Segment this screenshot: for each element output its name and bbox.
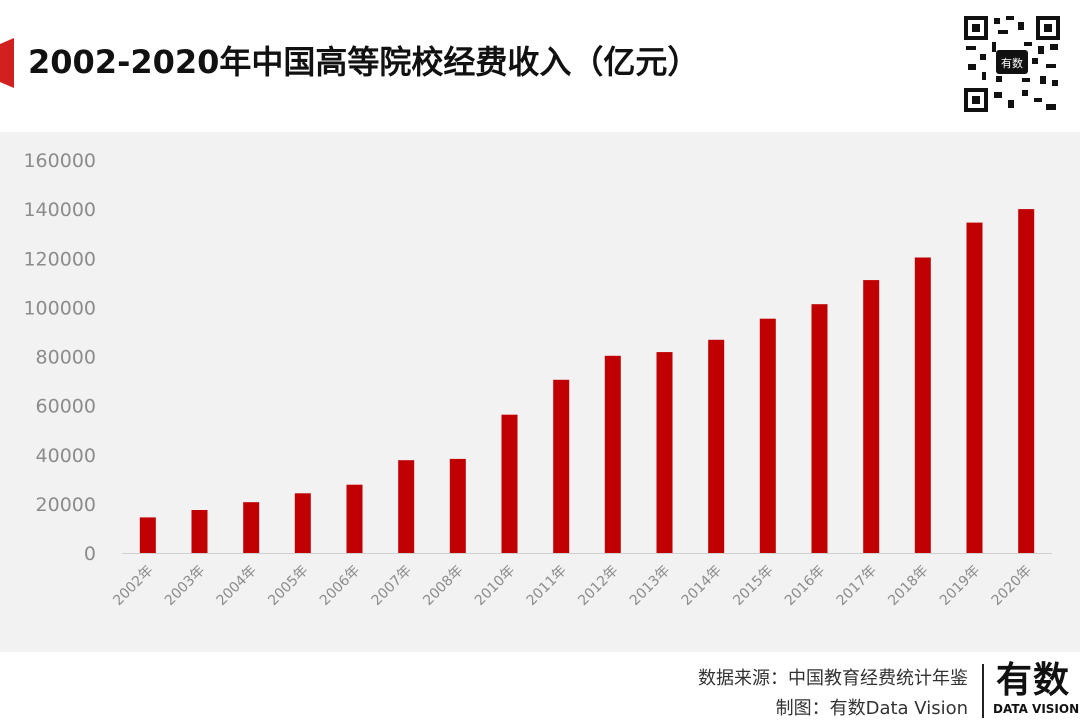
title-accent-marker [0,38,14,88]
bar [398,460,415,553]
bar [811,304,828,553]
bar [863,280,880,553]
x-tick-label: 2014年 [679,563,725,609]
x-tick-label: 2018年 [885,563,931,609]
bar-series [139,209,1035,553]
x-tick-label: 2017年 [834,563,880,609]
y-tick-label: 60000 [36,396,96,418]
bar [346,484,363,553]
y-tick-label: 120000 [23,248,96,270]
x-tick-label: 2019年 [937,563,983,609]
chart-maker-text: 制图：有数Data Vision [775,698,968,719]
y-tick-label: 100000 [23,297,96,319]
data-source-text: 数据来源：中国教育经费统计年鉴 [698,668,968,689]
bar [449,458,466,553]
bar [708,339,725,553]
x-tick-label: 2012年 [575,563,621,609]
bar [243,502,260,553]
x-tick-label: 2010年 [472,563,518,609]
x-tick-label: 2013年 [627,563,673,609]
brand-divider [982,664,984,718]
bar [191,510,208,553]
page-title: 2002-2020年中国高等院校经费收入（亿元） [28,43,700,81]
bar [914,257,931,553]
x-tick-label: 2005年 [265,563,311,609]
bar [501,414,518,553]
y-tick-label: 20000 [36,494,96,516]
x-tick-label: 2016年 [782,563,828,609]
x-tick-label: 2015年 [730,563,776,609]
brand-name-cn: 有数 [995,660,1070,701]
x-tick-label: 2004年 [214,563,260,609]
footer-credits: 数据来源：中国教育经费统计年鉴 制图：有数Data Vision [698,664,968,724]
x-axis: 2002年 2003年 2004年 2005年 2006年 2007年 2008年 2010年… [110,563,1035,609]
bar [656,352,673,553]
y-tick-label: 40000 [36,445,96,467]
x-tick-label: 2007年 [369,563,415,609]
x-tick-label: 2002年 [110,563,156,609]
y-tick-label: 140000 [23,199,96,221]
bar [604,355,621,553]
qr-badge-label: 有数 [1001,56,1023,70]
y-tick-label: 160000 [23,150,96,172]
y-tick-label: 80000 [36,347,96,369]
bar [139,517,156,553]
brand-name-en: DATA VISION [993,702,1080,716]
x-tick-label: 2003年 [162,563,208,609]
y-axis: 0 20000 40000 60000 80000 100000 120000 140000 1… [23,150,96,565]
bar [759,318,776,553]
y-tick-label: 0 [84,543,96,565]
bar [1018,209,1035,553]
bar [553,379,570,553]
bar [966,222,983,553]
qr-code-icon: 有数 [962,14,1062,114]
chart-panel: 0 20000 40000 60000 80000 100000 120000 140000 1… [0,132,1080,652]
bar-chart: 0 20000 40000 60000 80000 100000 120000 140000 1… [23,150,1052,609]
bar [294,493,311,553]
x-tick-label: 2008年 [420,563,466,609]
x-tick-label: 2011年 [524,563,570,609]
x-tick-label: 2020年 [989,563,1035,609]
x-tick-label: 2006年 [317,563,363,609]
brand-logo: 有数 DATA VISION [993,660,1080,716]
